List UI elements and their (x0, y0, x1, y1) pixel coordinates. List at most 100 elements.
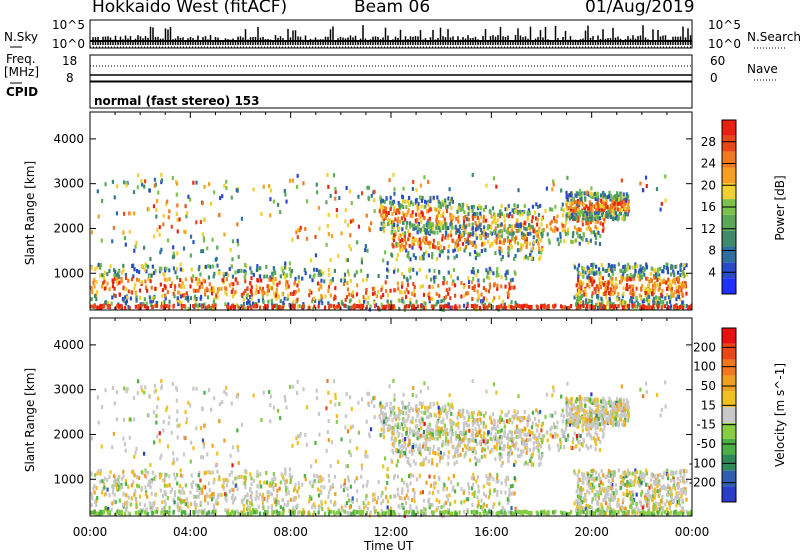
velocity-cell (274, 483, 277, 488)
velocity-cell (606, 491, 609, 496)
velocity-cell (151, 470, 154, 475)
power-cell (478, 305, 482, 310)
power-cell (207, 182, 211, 187)
power-cell (500, 211, 504, 216)
power-cell (140, 264, 143, 269)
power-cell (411, 214, 414, 219)
power-cell (334, 286, 337, 291)
power-cell (573, 225, 576, 230)
velocity-cell (230, 470, 233, 475)
power-cell (611, 269, 614, 274)
power-cell (447, 302, 450, 307)
power-cell (168, 268, 171, 273)
power-cell (317, 304, 320, 309)
power-cell (108, 287, 111, 292)
velocity-cell (578, 504, 582, 509)
velocity-cell (143, 473, 147, 478)
power-cell (258, 286, 262, 291)
power-cell (411, 245, 414, 250)
velocity-cell (625, 474, 628, 479)
power-cell (287, 293, 290, 298)
velocity-cell (644, 499, 647, 504)
power-cell (123, 236, 127, 241)
power-cell (308, 305, 311, 310)
velocity-cell (204, 512, 207, 517)
power-cell (531, 215, 534, 220)
velocity-cell (346, 493, 350, 498)
power-cell (324, 294, 327, 299)
power-cell (567, 227, 570, 232)
power-cell (227, 273, 230, 278)
power-cell (266, 292, 269, 297)
power-cell (432, 244, 435, 249)
velocity-cell (234, 483, 237, 488)
power-cell (625, 282, 629, 287)
power-cell (380, 302, 383, 307)
velocity-cell (138, 476, 141, 481)
velocity-cell (651, 494, 654, 499)
velocity-cell (208, 494, 211, 499)
power-cell (450, 219, 453, 224)
velocity-cell (505, 482, 508, 487)
power-cell (433, 279, 436, 284)
velocity-cell (681, 498, 684, 503)
power-cell (575, 293, 578, 298)
power-cell (390, 230, 393, 235)
power-cell (289, 274, 292, 279)
velocity-cell (178, 489, 181, 494)
power-cell (296, 235, 299, 240)
power-cell (148, 295, 151, 300)
power-cell (482, 298, 485, 303)
power-cell (160, 178, 164, 183)
power-cell (402, 220, 405, 225)
power-cell (492, 271, 495, 276)
power-cell (512, 231, 515, 236)
power-cell (553, 219, 556, 224)
power-cell (636, 274, 639, 279)
power-cell (615, 201, 618, 206)
velocity-cell (109, 470, 112, 475)
velocity-cell (122, 474, 125, 479)
velocity-cell (373, 492, 376, 497)
power-cell (450, 224, 453, 229)
velocity-cell (197, 473, 200, 478)
power-cell (392, 238, 396, 243)
velocity-cell (484, 494, 488, 499)
velocity-cell (270, 492, 274, 497)
power-cell (224, 290, 227, 295)
velocity-cell (215, 499, 218, 504)
power-cell (373, 300, 376, 305)
velocity-cell (277, 500, 280, 505)
velocity-cell (445, 500, 448, 505)
power-cell (595, 302, 598, 307)
power-cell (578, 227, 581, 232)
power-cell (467, 206, 470, 211)
power-cell (614, 194, 617, 199)
power-cell (267, 299, 270, 304)
power-cell (464, 229, 467, 234)
power-cell (419, 183, 422, 188)
power-cell (640, 286, 643, 291)
power-cell (556, 214, 559, 219)
velocity-cell (488, 488, 492, 493)
power-cell (379, 195, 382, 200)
power-cell (675, 297, 678, 302)
power-cell (276, 282, 279, 287)
velocity-cell (630, 490, 633, 495)
velocity-cell (659, 488, 662, 493)
power-cell (133, 211, 136, 216)
power-cell (296, 173, 299, 178)
velocity-cell (380, 508, 383, 513)
power-cell (397, 236, 400, 241)
power-cell (635, 286, 638, 291)
power-cell (450, 222, 454, 227)
velocity-cell (670, 470, 673, 475)
power-cell (530, 219, 534, 224)
velocity-cell (289, 476, 292, 481)
power-cell (230, 289, 233, 294)
power-cell (666, 270, 670, 275)
velocity-cell (250, 495, 253, 500)
power-cell (510, 285, 513, 290)
power-cell (398, 226, 401, 231)
velocity-cell (581, 471, 584, 476)
